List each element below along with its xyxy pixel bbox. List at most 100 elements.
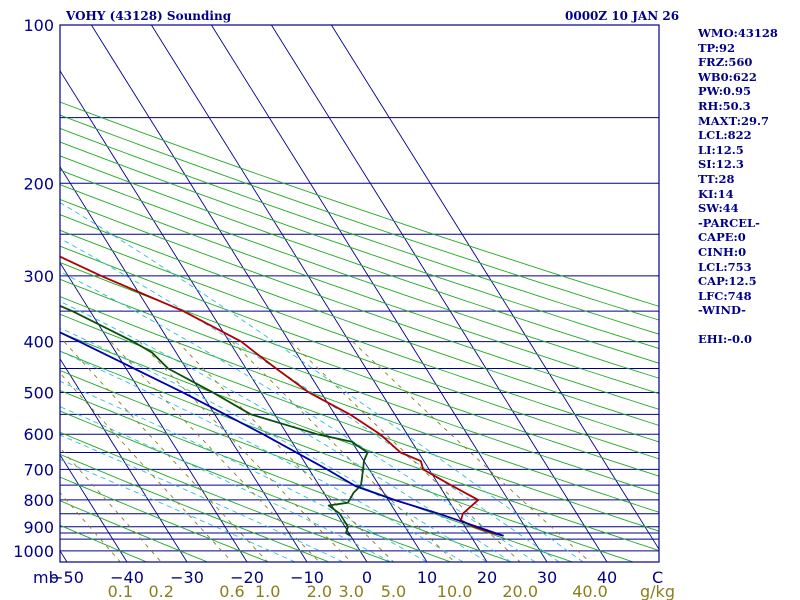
isobar-lines <box>60 25 659 552</box>
pressure-tick-label: 600 <box>23 425 54 444</box>
dry-adiabat <box>60 245 659 460</box>
sounding-index-row: LCL:822 <box>698 128 752 143</box>
sounding-index-row: TT:28 <box>698 171 735 186</box>
mixing-ratio-tick-label: 0.2 <box>148 582 173 600</box>
sounding-index-row: WB0:622 <box>698 69 757 84</box>
sounding-index-row: PW:0.95 <box>698 84 752 99</box>
temperature-tick-label: −20 <box>230 568 264 587</box>
isotherm-line <box>270 25 608 562</box>
temperature-tick-label: 40 <box>597 568 617 587</box>
sounding-index-row: -PARCEL- <box>698 215 760 230</box>
moist-adiabat <box>60 350 464 562</box>
dry-adiabat <box>60 296 659 513</box>
mixing-ratio-tick-label: 10.0 <box>437 582 473 600</box>
mixing-ratio-tick-labels: 0.1 0.2 0.6 1.0 2.0 3.0 5.0 10.0 20.0 40.0 <box>108 582 608 600</box>
dry-adiabat <box>60 431 391 562</box>
sounding-index-row: LI:12.5 <box>698 142 744 157</box>
moist-adiabat <box>60 380 428 562</box>
moist-adiabat <box>60 237 560 562</box>
dry-adiabat-lines <box>60 101 659 562</box>
mixing-ratio-line <box>63 341 269 562</box>
dry-adiabat <box>60 476 269 562</box>
sounding-index-row: MAXT:29.7 <box>698 113 769 128</box>
temperature-tick-label: −40 <box>110 568 144 587</box>
dry-adiabat <box>60 214 659 426</box>
sounding-index-row: RH:50.3 <box>698 98 751 113</box>
mixing-ratio-line <box>352 341 591 562</box>
sounding-index-row: CINH:0 <box>698 244 747 259</box>
mixing-ratio-tick-label: 0.6 <box>219 582 244 600</box>
isotherm-line <box>60 453 128 562</box>
isotherm-line <box>60 165 308 562</box>
dry-adiabat <box>60 127 659 335</box>
dry-adiabat <box>60 331 659 552</box>
mixing-ratio-line <box>231 341 455 562</box>
isotherm-lines <box>0 25 659 562</box>
moist-adiabat <box>60 434 344 562</box>
temperature-tick-label: −50 <box>50 568 84 587</box>
isotherm-line <box>210 25 548 562</box>
mixing-ratio-lines <box>60 341 591 562</box>
pressure-tick-label: 900 <box>23 518 54 537</box>
sounding-index-row: LCL:753 <box>698 259 752 274</box>
mixing-ratio-tick-label: 3.0 <box>338 582 363 600</box>
sounding-traces <box>60 255 504 537</box>
sounding-index-row: -WIND- <box>698 303 746 318</box>
sounding-index-row: EHI:-0.0 <box>698 332 753 347</box>
dry-adiabat <box>60 262 659 477</box>
sounding-index-row: CAPE:0 <box>698 230 746 245</box>
dry-adiabat <box>60 229 659 443</box>
mixing-ratio-line <box>60 447 162 562</box>
sounding-index-row: SW:44 <box>698 201 739 216</box>
pressure-tick-label: 500 <box>23 384 54 403</box>
isotherm-line <box>60 357 188 562</box>
dry-adiabat <box>60 169 659 379</box>
isotherm-line <box>150 25 488 562</box>
temperature-tick-label: −10 <box>290 568 324 587</box>
dry-adiabat <box>60 114 659 321</box>
mixing-ratio-tick-label: 5.0 <box>381 582 406 600</box>
sounding-index-row: LFC:748 <box>698 288 752 303</box>
sounding-index-row: KI:14 <box>698 186 734 201</box>
mixing-ratio-line <box>110 341 320 562</box>
temperature-tick-label: −30 <box>170 568 204 587</box>
pressure-tick-label: 100 <box>23 16 54 35</box>
pressure-tick-label: 300 <box>23 267 54 286</box>
isotherm-line <box>330 25 659 551</box>
mixing-ratio-tick-label: 20.0 <box>502 582 538 600</box>
isotherm-line <box>0 25 7 562</box>
pressure-unit-label: mb <box>33 568 59 587</box>
mixing-ratio-line <box>177 341 394 562</box>
mixing-ratio-tick-label: 0.1 <box>108 582 133 600</box>
dry-adiabat <box>60 370 573 562</box>
mixing-ratio-tick-label: 40.0 <box>572 582 608 600</box>
dry-adiabat <box>60 198 659 410</box>
moist-adiabat <box>60 271 536 562</box>
isotherm-line <box>60 69 368 562</box>
sounding-index-row: SI:12.3 <box>698 157 744 172</box>
dry-adiabat <box>60 389 512 562</box>
sounding-index-row: FRZ:560 <box>698 55 753 70</box>
temperature-unit-label: C <box>652 568 663 587</box>
temperature-tick-label: 10 <box>417 568 437 587</box>
plot-frame <box>59 24 660 563</box>
moist-adiabat-lines <box>60 202 584 562</box>
panel-spacer <box>698 318 778 333</box>
moist-adiabat <box>60 202 584 562</box>
dry-adiabat <box>60 155 659 364</box>
temperature-tick-label: 0 <box>362 568 372 587</box>
moist-adiabat <box>60 327 488 562</box>
dewpoint-trace <box>60 304 369 537</box>
temperature-tick-label: 30 <box>537 568 557 587</box>
moist-adiabat <box>60 406 392 562</box>
mixing-ratio-line <box>60 372 233 562</box>
sounding-index-row: WMO:43128 <box>698 26 778 40</box>
isotherm-line <box>60 549 68 562</box>
sounding-index-row: CAP:12.5 <box>698 274 757 289</box>
dry-adiabat <box>60 313 659 532</box>
mixing-ratio-unit-label: g/kg <box>640 582 675 600</box>
dry-adiabat <box>60 141 659 349</box>
temperature-trace <box>60 255 504 537</box>
mixing-ratio-tick-label: 2.0 <box>307 582 332 600</box>
